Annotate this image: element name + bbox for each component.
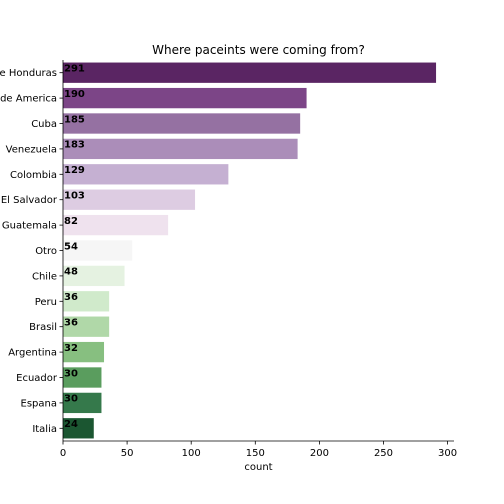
chart-title: Where paceints were coming from? [152, 43, 365, 57]
x-tick-label: 50 [121, 448, 134, 459]
data-labels-group: 291 190 185 183 129 103 82 54 48 36 36 32 30 30 24 [64, 64, 85, 431]
y-tick-label: Otro [35, 246, 57, 257]
data-label: 30 [64, 394, 78, 405]
x-tick-label: 100 [182, 448, 201, 459]
bars-group [63, 62, 437, 439]
x-tick-label: 150 [246, 448, 265, 459]
data-label: 54 [64, 241, 78, 252]
x-axis-label: count [244, 462, 272, 473]
bar-el-salvador [63, 189, 196, 210]
data-label: 190 [64, 89, 85, 100]
bar-colombia [63, 164, 229, 185]
data-label: 185 [64, 114, 85, 125]
data-label: 48 [64, 267, 78, 278]
x-tick-label: 250 [374, 448, 393, 459]
bar-otro [63, 240, 133, 261]
data-label: 36 [64, 292, 78, 303]
bar-italia [63, 418, 94, 439]
data-label: 291 [64, 64, 85, 75]
data-label: 36 [64, 318, 78, 329]
bar-brasil [63, 316, 110, 337]
bar-guatemala [63, 214, 169, 236]
y-tick-label: de Honduras [0, 68, 57, 79]
y-tick-label: Chile [32, 271, 57, 282]
bar-peru [63, 291, 110, 312]
data-label: 183 [64, 140, 85, 151]
bar-cuba [63, 113, 301, 134]
bar-argentina [63, 341, 105, 363]
y-tick-label: Espana [21, 398, 57, 409]
bar-venezuela [63, 138, 298, 160]
data-label: 82 [64, 216, 78, 227]
y-tick-label: Venezuela [6, 144, 57, 155]
x-tick-label: 300 [438, 448, 457, 459]
x-axis-ticks: 0 50 100 150 200 250 300 [60, 441, 457, 459]
data-label: 129 [64, 165, 85, 176]
y-tick-label: Ecuador [16, 373, 58, 384]
bar-espana [63, 392, 102, 414]
y-tick-label: Italia [32, 424, 57, 435]
bar-ecuador [63, 367, 102, 388]
y-tick-label: El Salvador [1, 195, 58, 206]
bar-de-honduras [63, 62, 437, 83]
y-tick-label: Brasil [29, 322, 57, 333]
data-label: 30 [64, 368, 78, 379]
y-tick-label: de America [0, 94, 57, 105]
bar-chile [63, 265, 125, 287]
y-tick-label: Colombia [10, 170, 57, 181]
data-label: 32 [64, 343, 78, 354]
bar-de-america [63, 87, 307, 109]
y-tick-label: Guatemala [2, 221, 57, 232]
data-label: 24 [64, 419, 78, 430]
y-tick-label: Argentina [8, 348, 57, 359]
y-tick-label: Cuba [31, 119, 57, 130]
y-tick-label: Peru [35, 297, 57, 308]
x-tick-label: 200 [310, 448, 329, 459]
data-label: 103 [64, 191, 85, 202]
x-tick-label: 0 [60, 448, 66, 459]
y-axis-ticks: de Honduras de America Cuba Venezuela Colomb… [0, 68, 63, 435]
